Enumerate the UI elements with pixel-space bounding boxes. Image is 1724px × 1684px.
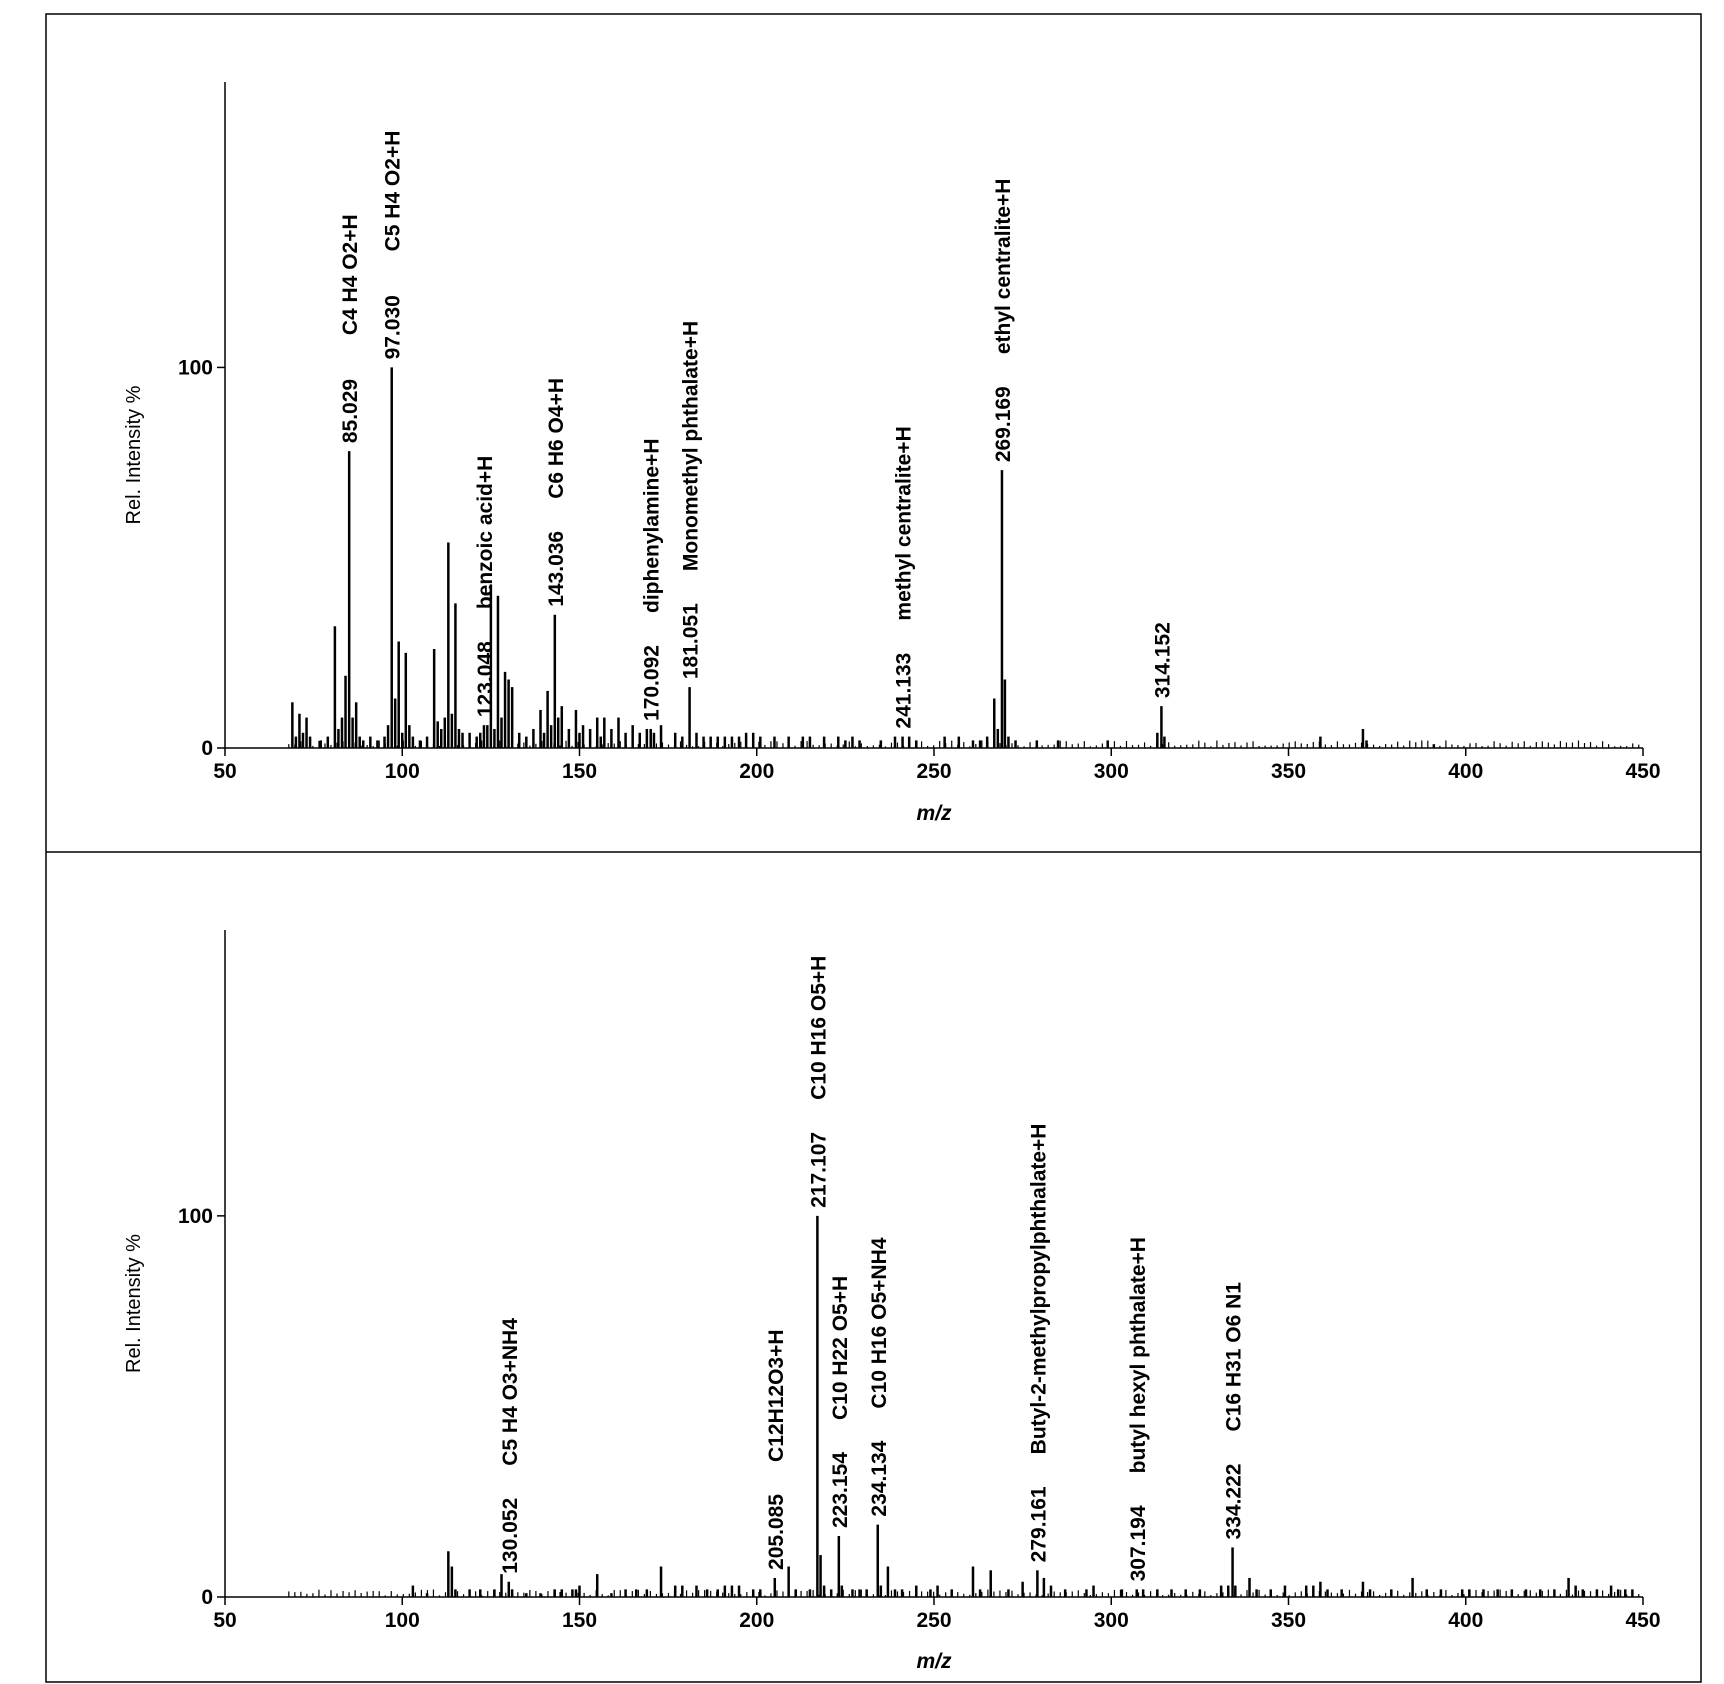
x-tick-label: 450 [1625,1609,1660,1632]
peak-mass-label: 130.052 [499,1498,522,1574]
peak-mass-label: 217.107 [807,1132,830,1208]
peak-formula-label: Monomethyl phthalate+H [680,321,703,571]
y-tick-label: 0 [201,737,213,760]
figure-border [45,13,1702,1683]
x-tick-label: 250 [916,1609,951,1632]
peak-formula-label: C10 H16 O5+NH4 [868,1237,891,1408]
x-tick-label: 250 [916,760,951,783]
y-axis-title: Rel. Intensity % [123,1234,145,1373]
peak-formula-label: C16 H31 O6 N1 [1223,1282,1246,1432]
x-tick-label: 300 [1094,760,1129,783]
peak-formula-label: C10 H16 O5+H [807,956,830,1100]
spectrum-panel-bottom: 50 100 150 200 250 300 350 400 450 0 100 Rel. Inten… [123,930,1661,1673]
peak-mass-label: 279.161 [1027,1486,1050,1562]
x-axis-title: m/z [916,802,952,825]
peak-mass-label: 307.194 [1127,1505,1150,1581]
peak-formula-label: Butyl-2-methylpropylphthalate+H [1027,1124,1050,1455]
x-tick-label: 350 [1271,1609,1306,1632]
peak-formula-label: ethyl centralite+H [992,179,1015,355]
x-axis-title: m/z [916,1650,952,1673]
peak-mass-label: 97.030 [382,295,405,359]
peak-formula-label: benzoic acid+H [474,456,497,609]
peak-formula-label: C10 H22 O5+H [829,1276,852,1420]
peak-formula-label: C5 H4 O2+H [382,131,405,252]
peak-mass-label: 85.029 [339,379,362,443]
x-tick-label: 150 [562,1609,597,1632]
peak-mass-label: 241.133 [893,653,916,729]
y-axis-title: Rel. Intensity % [123,385,145,524]
peak-formula-label: C6 H6 O4+H [545,378,568,499]
peak-mass-label: 123.048 [474,641,497,717]
x-tick-label: 100 [385,1609,420,1632]
peak-mass-label: 170.092 [641,645,664,721]
peak-formula-label: methyl centralite+H [893,426,916,620]
peak-mass-label: 269.169 [992,386,1015,462]
x-tick-label: 400 [1448,760,1483,783]
x-tick-label: 200 [739,1609,774,1632]
x-tick-label: 200 [739,760,774,783]
peak-mass-label: 234.134 [868,1440,891,1516]
peak-mass-label: 223.154 [829,1452,852,1528]
x-tick-label: 50 [213,1609,236,1632]
x-tick-label: 450 [1625,760,1660,783]
x-tick-label: 150 [562,760,597,783]
peak-formula-label: C12H12O3+H [765,1329,788,1462]
peak-mass-label: 314.152 [1151,622,1174,698]
y-tick-label: 0 [201,1586,213,1609]
peak-mass-label: 205.085 [765,1494,788,1570]
x-tick-label: 400 [1448,1609,1483,1632]
y-tick-label: 100 [178,1205,213,1228]
spectrum-panel-top: 50 100 150 200 250 300 350 400 450 0 100 Rel. Inten… [123,82,1661,825]
peak-mass-label: 181.051 [680,603,703,679]
x-tick-label: 100 [385,760,420,783]
peak-formula-label: diphenylamine+H [641,439,664,613]
peak-formula-label: C4 H4 O2+H [339,214,362,335]
peak-mass-label: 334.222 [1223,1464,1246,1540]
x-tick-label: 50 [213,760,236,783]
peak-formula-label: C5 H4 O3+NH4 [499,1318,522,1466]
y-tick-label: 100 [178,356,213,379]
peak-formula-label: butyl hexyl phthalate+H [1127,1237,1150,1473]
x-tick-label: 300 [1094,1609,1129,1632]
peak-mass-label: 143.036 [545,531,568,607]
x-tick-label: 350 [1271,760,1306,783]
